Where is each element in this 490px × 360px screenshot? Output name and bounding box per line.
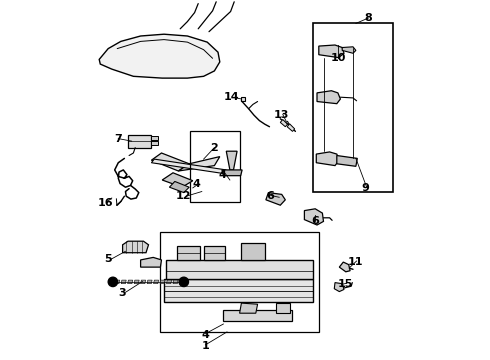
Polygon shape — [275, 303, 290, 313]
Polygon shape — [153, 280, 159, 284]
Polygon shape — [342, 47, 356, 53]
Text: 4: 4 — [201, 330, 209, 340]
Polygon shape — [173, 280, 178, 284]
Text: 10: 10 — [330, 53, 345, 63]
Polygon shape — [141, 280, 146, 284]
Bar — [190, 131, 240, 202]
Polygon shape — [280, 120, 288, 127]
Polygon shape — [319, 45, 344, 58]
Polygon shape — [223, 310, 292, 321]
Polygon shape — [167, 280, 172, 284]
Bar — [314, 23, 393, 192]
Polygon shape — [226, 151, 237, 170]
Polygon shape — [166, 260, 313, 279]
Polygon shape — [304, 209, 323, 225]
Polygon shape — [240, 303, 258, 313]
Polygon shape — [151, 136, 158, 140]
Polygon shape — [128, 135, 151, 148]
Circle shape — [108, 277, 118, 287]
Polygon shape — [141, 257, 162, 267]
Polygon shape — [317, 91, 341, 104]
Polygon shape — [222, 170, 242, 176]
Polygon shape — [170, 181, 189, 193]
Polygon shape — [151, 153, 189, 171]
Polygon shape — [127, 280, 133, 284]
Polygon shape — [178, 157, 220, 171]
Polygon shape — [147, 280, 152, 284]
Circle shape — [179, 277, 189, 287]
Text: 6: 6 — [311, 216, 319, 226]
Text: 11: 11 — [348, 257, 364, 267]
Polygon shape — [241, 97, 245, 101]
Text: 16: 16 — [98, 198, 114, 208]
Polygon shape — [151, 141, 158, 145]
Polygon shape — [287, 124, 294, 131]
Polygon shape — [242, 243, 265, 260]
Polygon shape — [204, 246, 225, 260]
Polygon shape — [266, 193, 285, 205]
Text: 6: 6 — [266, 191, 274, 201]
Text: 4: 4 — [193, 179, 200, 189]
Text: 3: 3 — [119, 288, 126, 298]
Text: 15: 15 — [338, 279, 353, 289]
Text: 1: 1 — [201, 341, 209, 351]
Text: 12: 12 — [176, 191, 192, 201]
Bar — [160, 232, 319, 332]
Polygon shape — [176, 246, 200, 260]
Polygon shape — [162, 173, 193, 187]
Polygon shape — [134, 280, 139, 284]
Polygon shape — [115, 280, 120, 284]
Polygon shape — [337, 156, 357, 166]
Polygon shape — [99, 34, 220, 78]
Polygon shape — [339, 262, 350, 272]
Text: 13: 13 — [273, 110, 289, 120]
Text: 2: 2 — [211, 143, 218, 153]
Text: 4: 4 — [219, 170, 226, 180]
Polygon shape — [164, 279, 314, 302]
Polygon shape — [316, 152, 339, 166]
Text: 14: 14 — [223, 92, 239, 102]
Text: 7: 7 — [114, 134, 122, 144]
Polygon shape — [334, 283, 344, 292]
Polygon shape — [160, 280, 165, 284]
Text: 9: 9 — [362, 183, 369, 193]
Text: 5: 5 — [104, 254, 112, 264]
Text: 8: 8 — [365, 13, 372, 23]
Polygon shape — [121, 280, 126, 284]
Polygon shape — [151, 159, 226, 174]
Polygon shape — [122, 241, 148, 253]
